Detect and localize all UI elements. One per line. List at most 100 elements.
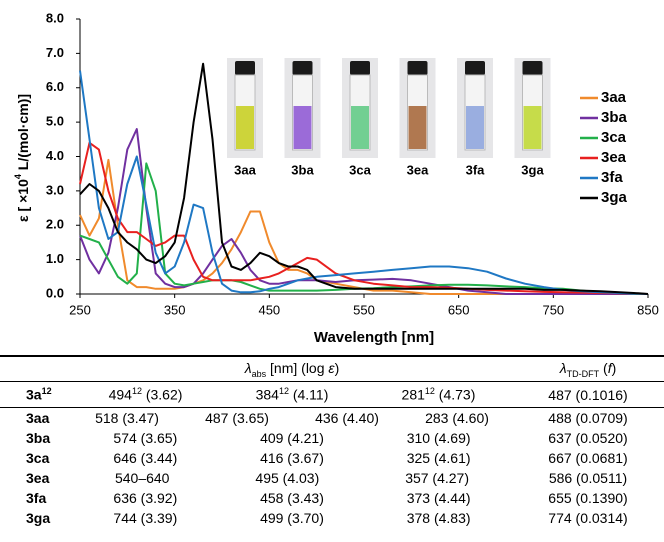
abs-cell: 574 (3.65) xyxy=(113,430,177,446)
y-tick-label: 3.0 xyxy=(46,182,64,197)
abs-cell: 487 (3.65) xyxy=(205,410,269,426)
vial-cap xyxy=(465,61,485,75)
legend-label: 3ea xyxy=(601,149,627,166)
spectrum-line xyxy=(79,70,649,295)
cell-text: (3.62) xyxy=(141,386,183,403)
x-tick-label: 850 xyxy=(637,302,659,317)
table-row: 3ba 574 (3.65) 409 (4.21) 310 (4.69) 637 (0.… xyxy=(0,428,664,448)
cell-i: ε xyxy=(328,359,335,376)
vial-cap xyxy=(522,61,543,75)
abs-cell: 744 (3.39) xyxy=(113,510,177,526)
abs-cell: 38412 (4.11) xyxy=(256,386,329,403)
vial-label: 3aa xyxy=(234,162,256,177)
legend-label: 3ca xyxy=(601,129,627,146)
x-tick-label: 750 xyxy=(542,302,564,317)
abs-cell: 499 (3.70) xyxy=(260,510,324,526)
cell-text: 3a xyxy=(26,386,42,403)
legend-label: 3ga xyxy=(601,189,628,206)
cell-text: 3ea xyxy=(26,470,50,486)
cell-sup: 12 xyxy=(424,386,435,397)
table-row: 3ea 540–640 495 (4.03) 357 (4.27) 586 (0.051… xyxy=(0,468,664,488)
cell-text: 637 (0.0520) xyxy=(548,430,628,446)
cell-text: 384 xyxy=(255,386,279,403)
y-tick-label: 5.0 xyxy=(46,114,64,129)
row-label: 3fa xyxy=(0,490,72,506)
cell-sup: 12 xyxy=(278,386,289,397)
cell-text: 283 (4.60) xyxy=(425,410,489,426)
abs-cells: 636 (3.92) 458 (3.43) 373 (4.44) xyxy=(72,490,512,506)
abs-cells: 540–640 495 (4.03) 357 (4.27) xyxy=(72,470,512,486)
abs-cell: 357 (4.27) xyxy=(405,470,469,486)
chart: 0.0 1.0 2.0 3.0 4.0 5.0 6.0 7.0 8.0 250 350 450 550 6… xyxy=(13,10,659,346)
td-cell: 667 (0.0681) xyxy=(512,450,664,466)
table-row: 3fa 636 (3.92) 458 (3.43) 373 (4.44) 655 (0.… xyxy=(0,488,664,508)
td-cell: 488 (0.0709) xyxy=(512,410,664,426)
legend-label: 3ba xyxy=(601,109,628,126)
abs-cell: 283 (4.60) xyxy=(425,410,489,426)
x-tick-label: 250 xyxy=(69,302,91,317)
table-header: λabs [nm] (log ε) λTD-DFT (f) xyxy=(0,355,664,382)
cell-text: 667 (0.0681) xyxy=(548,450,628,466)
cell-text: 487 (3.65) xyxy=(205,410,269,426)
td-cell: 774 (0.0314) xyxy=(512,510,664,526)
x-tick-label: 450 xyxy=(258,302,280,317)
abs-cell: 409 (4.21) xyxy=(260,430,324,446)
abs-cell: 325 (4.61) xyxy=(407,450,471,466)
header-cell: λTD-DFT (f) xyxy=(512,360,664,379)
cell-text: 3ca xyxy=(26,450,50,466)
y-tick-label: 8.0 xyxy=(46,10,64,25)
table-row: 3ga 744 (3.39) 499 (3.70) 378 (4.83) 774 (0.… xyxy=(0,508,664,528)
spectrum-line xyxy=(79,62,649,295)
vial-label: 3ca xyxy=(349,162,371,177)
vial-solution xyxy=(293,106,312,149)
cell-text: 325 (4.61) xyxy=(406,450,471,466)
abs-cell: 28112 (4.73) xyxy=(402,386,476,403)
vial-cap xyxy=(407,61,428,75)
x-tick-label: 350 xyxy=(164,302,186,317)
table-row: 3ca 646 (3.44) 416 (3.67) 325 (4.61) 667 (0.… xyxy=(0,448,664,468)
cell-text: 436 (4.40) xyxy=(315,410,379,426)
table: λabs [nm] (log ε) λTD-DFT (f) 3a12 49412 (3… xyxy=(0,355,664,528)
vial-solution xyxy=(466,106,484,149)
row-label: 3a12 xyxy=(0,386,72,403)
abs-cell: 378 (4.83) xyxy=(407,510,471,526)
vial-label: 3ba xyxy=(291,162,314,177)
cell-text: 3aa xyxy=(26,410,50,426)
abs-cell: 518 (3.47) xyxy=(95,410,159,426)
row-label: 3ca xyxy=(0,450,72,466)
cell-text: 518 (3.47) xyxy=(95,410,159,426)
td-cell: 487 (0.1016) xyxy=(512,387,664,403)
cell-sup: 12 xyxy=(131,386,142,397)
cell-text: ( xyxy=(599,359,608,376)
cell-text: [nm] (log xyxy=(266,359,329,376)
table-row: 3a12 49412 (3.62) 38412 (4.11) 28112 (4.73)… xyxy=(0,382,664,408)
y-tick-label: 0.0 xyxy=(46,285,64,300)
row-label: 3aa xyxy=(0,410,72,426)
y-label-part: ε [ ×10 xyxy=(15,179,31,222)
cell-text: 378 (4.83) xyxy=(406,510,471,526)
cell-text: 373 (4.44) xyxy=(406,490,471,506)
cell-text: 744 (3.39) xyxy=(113,510,178,526)
cell-text: (4.11) xyxy=(288,386,329,403)
cell-text: 3ba xyxy=(26,430,51,446)
legend-label: 3aa xyxy=(601,89,627,106)
legend-label: 3fa xyxy=(601,169,623,186)
y-tick-label: 1.0 xyxy=(46,251,64,266)
abs-cells: 646 (3.44) 416 (3.67) 325 (4.61) xyxy=(72,450,512,466)
cell-text: 409 (4.21) xyxy=(260,430,324,446)
y-label-sup: 4 xyxy=(13,174,23,179)
cell-text: ) xyxy=(611,359,617,376)
cell-text: 574 (3.65) xyxy=(113,430,178,446)
cell-text: 3ga xyxy=(26,510,51,526)
spectrum-line xyxy=(79,128,648,295)
abs-cell: 416 (3.67) xyxy=(260,450,324,466)
cell-text: 655 (0.1390) xyxy=(548,490,628,506)
cell-text: 540–640 xyxy=(114,470,170,486)
abs-cells: 518 (3.47) 487 (3.65) 436 (4.40) 283 (4.60) xyxy=(72,410,512,426)
abs-cell: 310 (4.69) xyxy=(407,430,471,446)
cell-text: ) xyxy=(334,359,340,376)
vial-cap xyxy=(235,61,255,75)
cell-text: 774 (0.0314) xyxy=(548,510,628,526)
cell-text: 586 (0.0511) xyxy=(548,470,628,486)
